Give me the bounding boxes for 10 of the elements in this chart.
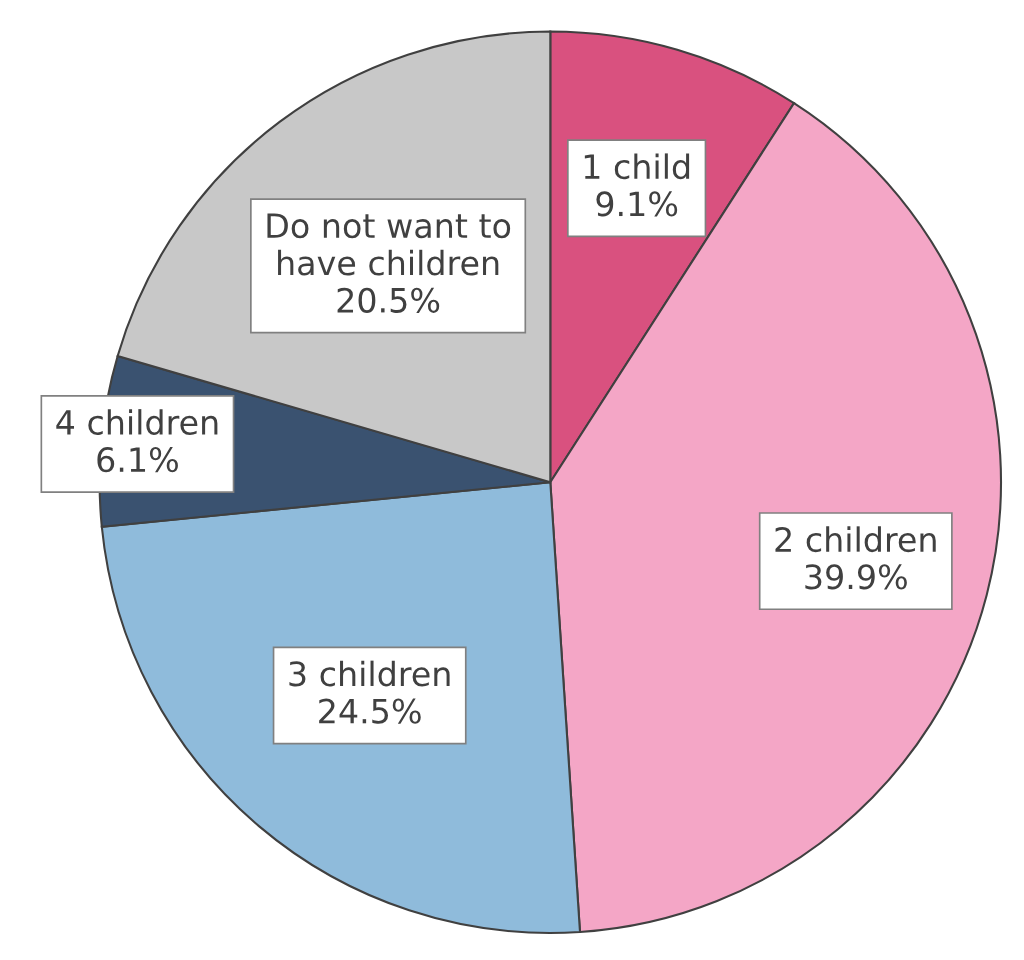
slice-label: 1 child [584, 153, 690, 180]
slice-label: 4 children [56, 409, 218, 435]
data-label: 20.5% [337, 287, 440, 313]
data-label: 6.1% [97, 447, 178, 473]
slice-label: Do not want to have children [267, 213, 511, 276]
slice-label: 3 children [289, 660, 450, 687]
data-label: 9.1% [596, 191, 678, 217]
data-label: 24.5% [319, 698, 421, 724]
slice-label: 2 children [775, 526, 936, 553]
data-label: 39.9% [805, 564, 907, 590]
